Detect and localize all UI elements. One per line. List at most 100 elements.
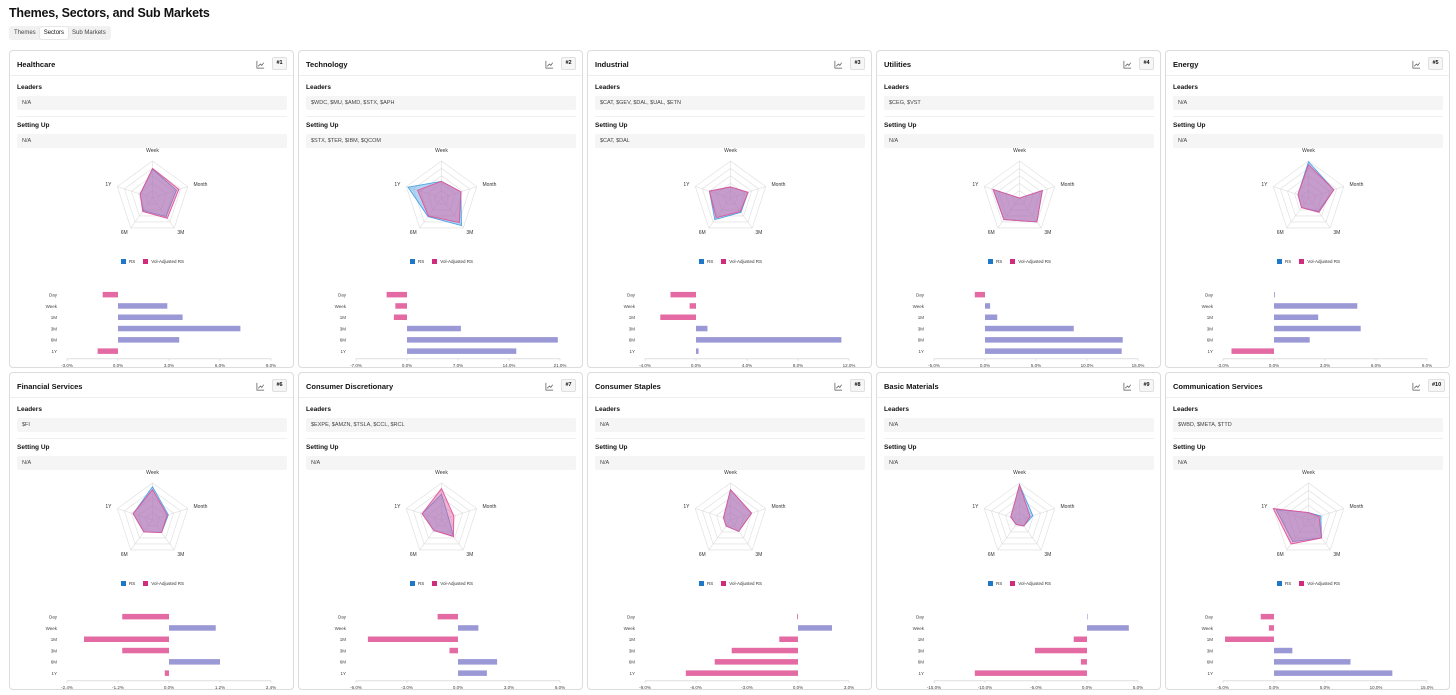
legend-rs[interactable]: RS: [987, 259, 1002, 264]
chart-toggle-button[interactable]: [1121, 58, 1133, 70]
bar-x-tick-label: 0.0%: [1269, 363, 1279, 367]
legend-label: Vol-Adjusted RS: [1018, 259, 1052, 264]
legend-label: Vol-Adjusted RS: [729, 259, 763, 264]
performance-bar: [122, 647, 169, 654]
legend-vol-adjusted[interactable]: Vol-Adjusted RS: [143, 259, 184, 264]
radar-axis-label: 6M: [1277, 230, 1284, 236]
bar-x-tick-label: 15.0%: [1421, 685, 1434, 689]
chart-toggle-button[interactable]: [543, 380, 555, 392]
legend-vol-adjusted[interactable]: Vol-Adjusted RS: [1010, 581, 1051, 586]
legend-rs[interactable]: RS: [1276, 581, 1291, 586]
radar-spoke: [1286, 519, 1309, 551]
bar-x-tick-label: 5.0%: [1133, 685, 1143, 689]
legend-swatch: [987, 581, 993, 586]
divider: [595, 438, 865, 439]
radar-axis-label: 1Y: [1261, 182, 1268, 188]
radar-vol-adjusted-series: [992, 188, 1043, 223]
legend-vol-adjusted[interactable]: Vol-Adjusted RS: [432, 581, 473, 586]
radar-spoke: [152, 197, 175, 229]
bar-x-tick-label: 8.0%: [793, 363, 803, 367]
legend-vol-adjusted[interactable]: Vol-Adjusted RS: [1299, 581, 1340, 586]
chart-toggle-button[interactable]: [1121, 380, 1133, 392]
sector-name: Consumer Staples: [595, 382, 661, 391]
radar-spoke: [708, 519, 731, 551]
legend-rs[interactable]: RS: [409, 581, 424, 586]
performance-bar: [1034, 647, 1087, 654]
radar-axis-label: 3M: [1333, 552, 1340, 558]
radar-spoke: [997, 197, 1020, 229]
radar-grid-ring: [723, 512, 738, 527]
legend-label: Vol-Adjusted RS: [729, 581, 763, 586]
radar-axis-label: Week: [1302, 470, 1315, 476]
bar-category-label: 1Y: [918, 671, 924, 676]
bar-category-label: 1M: [1207, 637, 1214, 642]
radar-axis-label: 1Y: [105, 182, 112, 188]
radar-grid-ring: [701, 490, 760, 545]
chart-toggle-button[interactable]: [832, 58, 844, 70]
legend-rs[interactable]: RS: [1276, 259, 1291, 264]
performance-bar: [164, 670, 169, 676]
legend-rs[interactable]: RS: [120, 581, 135, 586]
radar-spoke: [419, 519, 442, 551]
radar-axis-label: 1Y: [394, 504, 401, 510]
radar-spoke: [1308, 508, 1344, 521]
chart-toggle-button[interactable]: [543, 58, 555, 70]
radar-axis-label: Month: [194, 504, 208, 510]
legend-swatch: [1276, 581, 1282, 586]
legend-vol-adjusted[interactable]: Vol-Adjusted RS: [432, 259, 473, 264]
bar-category-label: 1M: [629, 315, 636, 320]
legend-rs[interactable]: RS: [120, 259, 135, 264]
tab-themes[interactable]: Themes: [14, 30, 36, 36]
legend-rs[interactable]: RS: [409, 259, 424, 264]
legend-vol-adjusted[interactable]: Vol-Adjusted RS: [1299, 259, 1340, 264]
line-chart-icon: [834, 382, 842, 390]
legend-vol-adjusted[interactable]: Vol-Adjusted RS: [1010, 259, 1051, 264]
bar-category-label: Day: [1205, 292, 1214, 297]
performance-bar-chart: Day Week 1M 3M 6M 1Y -6.0% -3.0% 0.0% 3.0% 6.0%: [335, 613, 565, 689]
rank-badge: #2: [561, 57, 576, 70]
divider: [299, 75, 582, 76]
bar-category-label: Week: [46, 304, 58, 309]
bar-category-label: 6M: [340, 660, 347, 665]
radar-axis-label: Week: [435, 470, 448, 476]
setting-up-label: Setting Up: [884, 444, 917, 451]
radar-grid-ring: [420, 175, 463, 217]
chart-toggle-button[interactable]: [254, 380, 266, 392]
chart-toggle-button[interactable]: [1410, 380, 1422, 392]
bar-category-label: Week: [624, 304, 636, 309]
sector-card: Consumer Staples #8 Leaders N/A Setting Up N/…: [587, 372, 872, 690]
performance-bar: [685, 670, 798, 676]
legend-vol-adjusted[interactable]: Vol-Adjusted RS: [143, 581, 184, 586]
leaders-label: Leaders: [306, 406, 331, 413]
radar-grid-ring: [1301, 190, 1316, 205]
legend-rs[interactable]: RS: [698, 581, 713, 586]
legend-label: Vol-Adjusted RS: [1307, 259, 1341, 264]
legend-vol-adjusted[interactable]: Vol-Adjusted RS: [721, 581, 762, 586]
tab-sectors[interactable]: Sectors: [39, 27, 69, 39]
chart-toggle-button[interactable]: [832, 380, 844, 392]
sector-card: Healthcare #1 Leaders N/A Setting Up N/A Week M…: [9, 50, 294, 368]
divider: [588, 75, 871, 76]
radar-grid-ring: [1012, 512, 1027, 527]
performance-bar: [118, 303, 168, 309]
legend-label: Vol-Adjusted RS: [151, 259, 185, 264]
performance-bar: [437, 613, 458, 620]
radar-spoke: [117, 186, 153, 199]
setting-up-value: N/A: [17, 456, 287, 470]
legend-rs[interactable]: RS: [698, 259, 713, 264]
legend-rs[interactable]: RS: [987, 581, 1002, 586]
bar-x-tick-label: 0.0%: [691, 363, 701, 367]
legend-vol-adjusted[interactable]: Vol-Adjusted RS: [721, 259, 762, 264]
tab-sub-markets[interactable]: Sub Markets: [72, 30, 106, 36]
chart-toggle-button[interactable]: [254, 58, 266, 70]
rank-badge: #3: [850, 57, 865, 70]
bar-x-tick-label: 0.0%: [1269, 685, 1279, 689]
bar-x-tick-label: 3.0%: [1320, 363, 1330, 367]
bar-category-label: Week: [335, 304, 347, 309]
performance-bar: [1274, 291, 1275, 298]
chart-toggle-button[interactable]: [1410, 58, 1422, 70]
rank-badge: #1: [272, 57, 287, 70]
radar-vol-adjusted-series: [1297, 163, 1335, 213]
performance-bar: [797, 613, 798, 620]
radar-spoke: [441, 519, 464, 551]
